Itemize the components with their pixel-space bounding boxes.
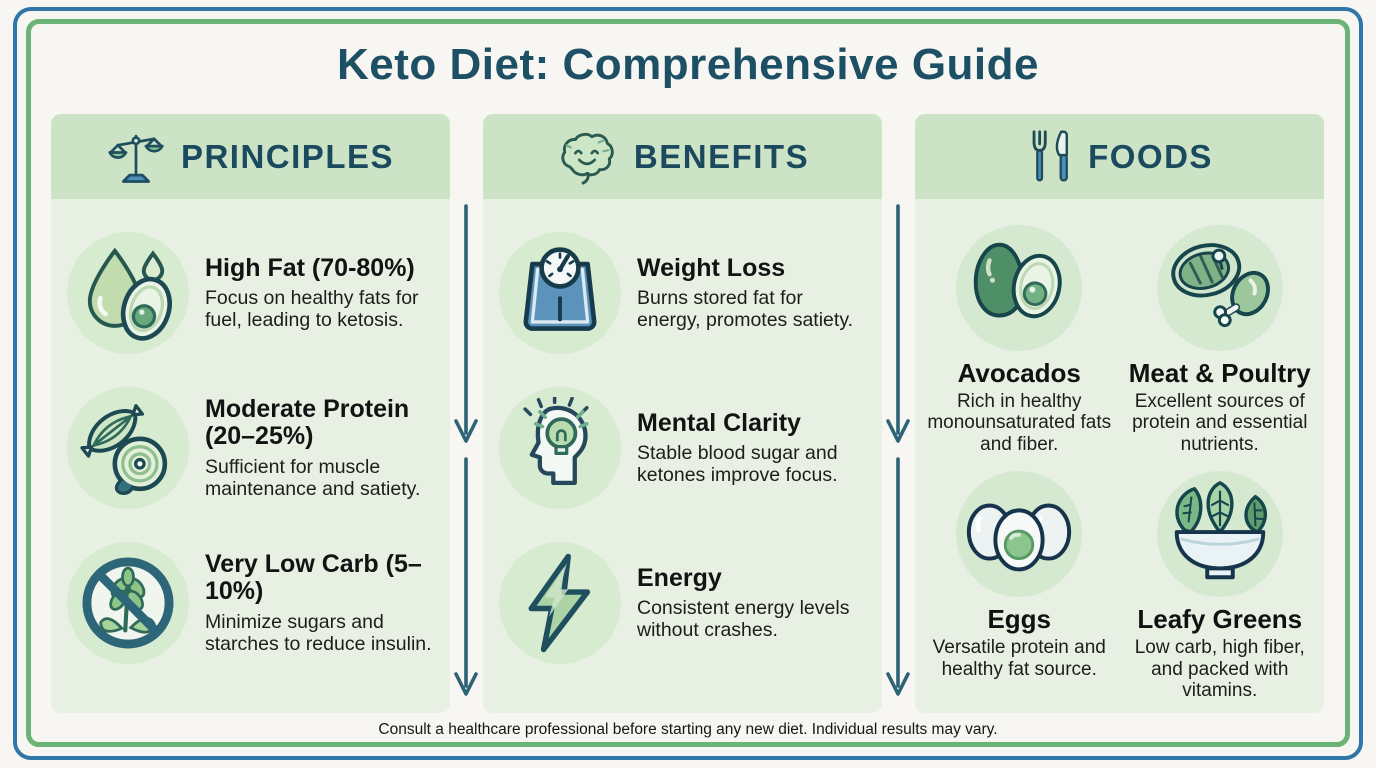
no-carb-icon xyxy=(82,557,174,649)
food-eggs: Eggs Versatile protein and healthy fat s… xyxy=(923,471,1116,701)
outer-border-frame xyxy=(13,7,1363,760)
column-principles: PRINCIPLES High Fat (70-80%) xyxy=(51,114,450,713)
columns-container: PRINCIPLES High Fat (70-80%) xyxy=(51,114,1324,713)
benefit-desc: Consistent energy levels without crashes… xyxy=(637,597,850,642)
principle-title: High Fat (70-80%) xyxy=(205,253,415,282)
food-desc: Low carb, high fiber, and packed with vi… xyxy=(1134,637,1305,702)
food-name: Eggs xyxy=(987,604,1052,635)
column-benefits: BENEFITS Weight Loss xyxy=(483,114,882,713)
principle-title: Very Low Carb (5–10%) xyxy=(205,549,422,606)
benefit-energy: Energy Consistent energy levels without … xyxy=(483,542,882,664)
avocados-icon xyxy=(974,242,1062,319)
lightning-bolt-icon xyxy=(528,553,591,653)
page-title: Keto Diet: Comprehensive Guide xyxy=(336,40,1039,89)
eggs-icon xyxy=(967,503,1072,572)
food-name: Meat & Poultry xyxy=(1128,358,1311,388)
principle-title: Moderate Protein (20–25%) xyxy=(205,394,410,451)
principles-header-label: PRINCIPLES xyxy=(180,137,395,175)
fork-knife-icon xyxy=(1032,129,1069,182)
foods-grid: Avocados Rich in healthy monounsaturated… xyxy=(915,199,1324,702)
benefit-mental-clarity: Mental Clarity Stable blood sugar and ke… xyxy=(483,387,882,509)
food-name: Leafy Greens xyxy=(1137,604,1303,635)
benefit-title: Weight Loss xyxy=(637,253,786,282)
food-desc: Versatile protein and healthy fat source… xyxy=(932,637,1106,680)
flow-arrow-down xyxy=(454,457,478,696)
benefit-weight-loss: Weight Loss Burns stored fat for energy,… xyxy=(483,232,882,354)
leafy-greens-icon xyxy=(1174,481,1267,580)
balance-scale-icon xyxy=(108,134,164,183)
foods-header: FOODS xyxy=(915,114,1324,199)
benefits-header: BENEFITS xyxy=(483,114,882,199)
food-desc: Rich in healthy monounsaturated fats and… xyxy=(927,391,1112,455)
inner-border-frame xyxy=(26,19,1350,747)
flow-arrow-down xyxy=(886,204,910,443)
disclaimer-text: Consult a healthcare professional before… xyxy=(378,721,998,738)
weight-scale-icon xyxy=(523,247,597,331)
food-meat-poultry: Meat & Poultry Excellent sources of prot… xyxy=(1124,225,1317,455)
fat-droplet-avocado-icon xyxy=(87,247,172,341)
principle-desc: Sufficient for muscle maintenance and sa… xyxy=(205,455,421,500)
benefit-desc: Burns stored fat for energy, promotes sa… xyxy=(637,287,854,332)
flow-arrow-down xyxy=(886,457,910,696)
principle-desc: Minimize sugars and starches to reduce i… xyxy=(205,610,432,655)
principle-high-fat: High Fat (70-80%) Focus on healthy fats … xyxy=(51,232,450,354)
column-foods: FOODS Av xyxy=(915,114,1324,713)
foods-header-label: FOODS xyxy=(1088,137,1213,175)
benefit-title: Energy xyxy=(637,563,722,592)
benefit-title: Mental Clarity xyxy=(637,408,801,437)
flow-arrow-down xyxy=(454,204,478,443)
smiling-brain-icon xyxy=(561,132,614,185)
meat-poultry-icon xyxy=(1171,243,1270,328)
muscle-salmon-icon xyxy=(80,404,168,495)
principles-header: PRINCIPLES xyxy=(51,114,450,199)
head-lightbulb-icon xyxy=(523,397,589,486)
food-name: Avocados xyxy=(957,358,1081,388)
principle-moderate-protein: Moderate Protein (20–25%) Sufficient for… xyxy=(51,387,450,509)
food-leafy-greens: Leafy Greens Low carb, high fiber, and p… xyxy=(1124,471,1317,701)
principle-desc: Focus on healthy fats for fuel, leading … xyxy=(205,287,419,332)
principle-very-low-carb: Very Low Carb (5–10%) Minimize sugars an… xyxy=(51,542,450,664)
food-avocados: Avocados Rich in healthy monounsaturated… xyxy=(923,225,1116,455)
benefits-header-label: BENEFITS xyxy=(633,137,810,175)
benefit-desc: Stable blood sugar and ketones improve f… xyxy=(637,442,838,487)
food-desc: Excellent sources of protein and essenti… xyxy=(1132,391,1308,455)
